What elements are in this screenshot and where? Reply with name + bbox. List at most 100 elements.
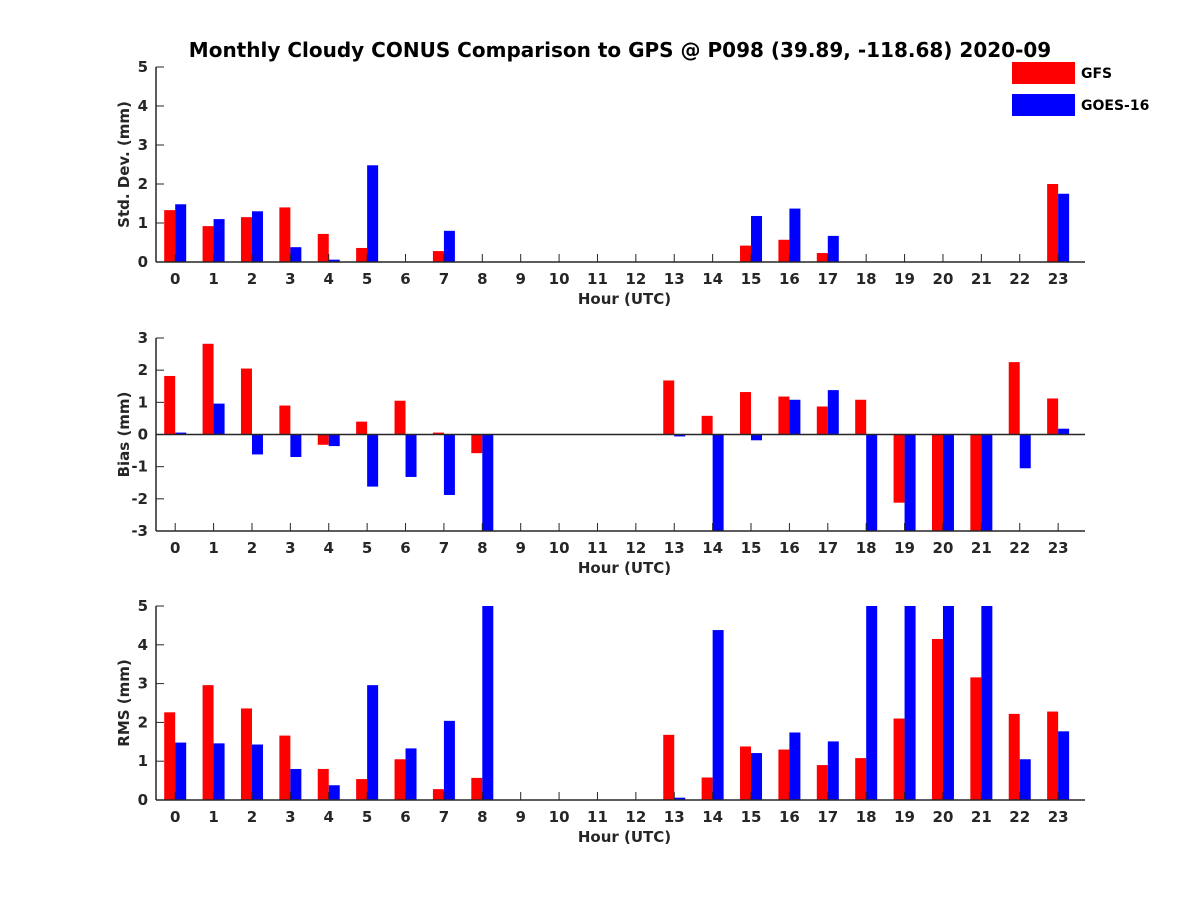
bar-gfs-16: [778, 239, 790, 262]
bar-goes-16-13: [674, 797, 686, 800]
x-tick-label: 7: [439, 808, 449, 826]
x-tick-label: 20: [933, 270, 954, 288]
bar-goes-16-21: [981, 606, 993, 800]
x-tick-label: 9: [515, 539, 525, 557]
bar-goes-16-14: [712, 434, 724, 531]
bar-gfs-20: [931, 638, 943, 800]
bar-gfs-7: [432, 789, 444, 800]
bar-goes-16-18: [866, 434, 878, 531]
legend-label: GFS: [1081, 66, 1112, 82]
x-tick-label: 23: [1048, 808, 1069, 826]
x-tick-label: 2: [247, 808, 257, 826]
bar-goes-16-6: [405, 434, 417, 477]
x-tick-label: 0: [170, 270, 180, 288]
bar-goes-16-5: [367, 165, 379, 262]
bar-goes-16-4: [328, 259, 340, 262]
x-tick-label: 9: [515, 808, 525, 826]
x-tick-label: 11: [587, 808, 608, 826]
bar-gfs-4: [317, 434, 329, 445]
x-tick-label: 17: [817, 539, 838, 557]
bar-gfs-0: [164, 712, 176, 800]
x-tick-label: 0: [170, 539, 180, 557]
y-tick-label: 0: [138, 791, 148, 809]
bar-gfs-20: [931, 434, 943, 531]
x-tick-label: 13: [664, 808, 685, 826]
x-tick-label: 4: [324, 808, 334, 826]
y-axis-label: Bias (mm): [115, 392, 133, 478]
bar-gfs-5: [356, 779, 368, 800]
bar-goes-16-16: [789, 732, 801, 800]
bar-goes-16-14: [712, 630, 724, 800]
legend-swatch-gfs: [1012, 62, 1075, 84]
x-tick-label: 10: [549, 270, 570, 288]
y-tick-label: 0: [138, 253, 148, 271]
bar-goes-16-5: [367, 685, 379, 800]
bar-goes-16-17: [827, 741, 839, 800]
x-tick-label: 1: [208, 808, 218, 826]
bar-goes-16-8: [482, 606, 494, 800]
bar-goes-16-23: [1058, 193, 1070, 262]
bar-goes-16-4: [328, 434, 340, 447]
bar-gfs-15: [740, 746, 752, 800]
bar-gfs-2: [240, 368, 252, 435]
x-tick-label: 4: [324, 539, 334, 557]
y-tick-label: 2: [138, 361, 148, 379]
x-tick-label: 15: [741, 270, 762, 288]
bar-gfs-6: [394, 759, 406, 800]
bar-goes-16-16: [789, 208, 801, 262]
x-tick-label: 3: [285, 539, 295, 557]
x-tick-label: 12: [625, 539, 646, 557]
bar-goes-16-1: [213, 743, 225, 800]
bar-gfs-18: [855, 399, 867, 435]
legend: GFS GOES-16: [1012, 62, 1149, 116]
x-tick-label: 2: [247, 270, 257, 288]
bar-gfs-7: [432, 251, 444, 262]
bar-goes-16-3: [290, 434, 302, 458]
legend-swatch-goes-16: [1012, 94, 1075, 116]
bar-goes-16-15: [751, 434, 763, 441]
y-tick-label: 1: [138, 752, 148, 770]
x-tick-label: 6: [400, 808, 410, 826]
bar-gfs-1: [202, 343, 214, 435]
x-tick-label: 19: [894, 270, 915, 288]
bar-gfs-17: [816, 406, 828, 435]
y-tick-label: 5: [138, 58, 148, 76]
bar-goes-16-1: [213, 403, 225, 435]
bar-gfs-23: [1047, 398, 1059, 435]
x-tick-label: 21: [971, 539, 992, 557]
x-tick-label: 21: [971, 808, 992, 826]
bar-goes-16-0: [175, 742, 187, 800]
x-tick-label: 16: [779, 539, 800, 557]
x-tick-label: 23: [1048, 270, 1069, 288]
bar-goes-16-3: [290, 247, 302, 262]
x-tick-label: 12: [625, 270, 646, 288]
y-tick-label: -2: [131, 490, 148, 508]
x-tick-label: 10: [549, 539, 570, 557]
bar-goes-16-16: [789, 399, 801, 435]
bar-gfs-3: [279, 735, 291, 800]
x-tick-label: 8: [477, 270, 487, 288]
bar-gfs-5: [356, 421, 368, 435]
x-tick-label: 21: [971, 270, 992, 288]
y-tick-label: 3: [138, 136, 148, 154]
y-tick-label: 0: [138, 426, 148, 444]
y-tick-label: 5: [138, 597, 148, 615]
bar-gfs-6: [394, 400, 406, 435]
bar-goes-16-20: [942, 434, 954, 531]
y-tick-label: 3: [138, 675, 148, 693]
bar-goes-16-17: [827, 235, 839, 262]
y-tick-label: 1: [138, 214, 148, 232]
x-tick-label: 14: [702, 539, 723, 557]
y-tick-label: 4: [138, 97, 148, 115]
bar-gfs-21: [970, 434, 982, 531]
x-tick-label: 0: [170, 808, 180, 826]
x-axis-label: Hour (UTC): [578, 559, 671, 577]
bar-gfs-3: [279, 207, 291, 262]
x-tick-label: 13: [664, 270, 685, 288]
bar-goes-16-8: [482, 434, 494, 531]
bar-gfs-14: [701, 777, 713, 800]
